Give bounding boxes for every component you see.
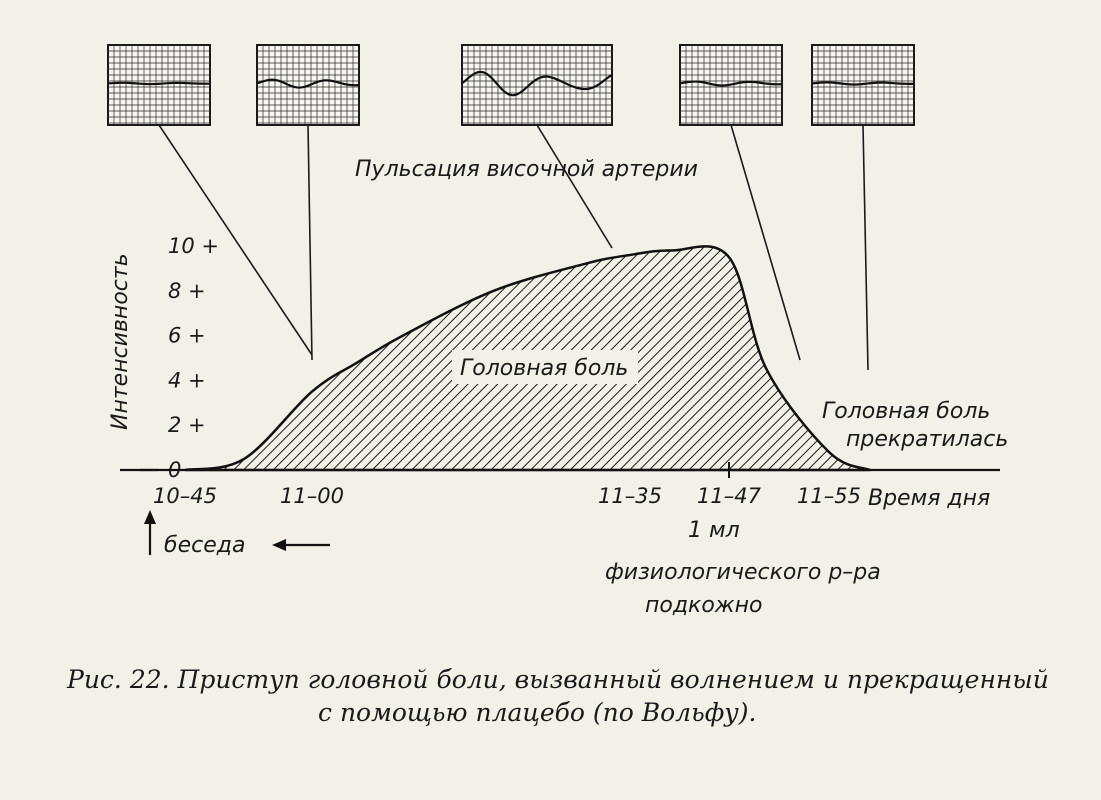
y-tick-label: 2 + xyxy=(168,413,206,437)
pulse-leader xyxy=(536,124,613,249)
y-tick-label: 8 + xyxy=(168,279,206,303)
talk-arrow-up xyxy=(144,510,156,555)
pulse-trace xyxy=(461,70,613,97)
y-tick-label: 10 + xyxy=(168,234,219,258)
caption-line2: с помощью плацебо (по Вольфу). xyxy=(318,698,756,727)
pulse-leader xyxy=(307,124,313,361)
pulse-panel xyxy=(107,44,211,126)
x-tick-label: 11–35 xyxy=(598,484,662,508)
headache-label: Головная боль xyxy=(460,356,628,381)
pulse-trace xyxy=(107,81,211,86)
caption-line1: Рис. 22. Приступ головной боли, вызванны… xyxy=(66,665,1049,694)
stopped-label-line2: прекратилась xyxy=(846,427,1008,452)
y-axis-label: Интенсивность xyxy=(108,253,133,430)
injection-label-line2: физиологического р–ра xyxy=(605,560,881,585)
pulse-panel xyxy=(679,44,783,126)
pulse-panels xyxy=(107,44,915,126)
pulse-panel xyxy=(461,44,613,126)
stopped-label-line1: Головная боль xyxy=(822,399,990,424)
x-tick-label: 10–45 xyxy=(153,484,217,508)
y-tick-label: 0 xyxy=(168,458,181,482)
injection-label-line3: подкожно xyxy=(645,593,762,618)
x-tick-label: 11–47 xyxy=(697,484,762,508)
x-axis-ticks: 10–45 11–00 11–35 11–47 11–55 xyxy=(153,484,861,508)
injection-label-line1: 1 мл xyxy=(688,518,740,543)
x-tick-label: 11–00 xyxy=(280,484,344,508)
x-axis-label: Время дня xyxy=(868,486,990,511)
y-tick-label: 6 + xyxy=(168,324,206,348)
pulse-panel xyxy=(811,44,915,126)
pulse-trace xyxy=(256,78,360,89)
panel-leader-lines xyxy=(158,124,869,371)
talk-label: беседа xyxy=(164,533,245,558)
pulse-trace xyxy=(679,80,783,87)
pulse-panel xyxy=(256,44,360,126)
pulse-leader xyxy=(158,124,313,356)
x-tick-label: 11–55 xyxy=(797,484,861,508)
pulse-leader xyxy=(862,124,869,371)
headache-label-bg xyxy=(452,350,638,384)
pulse-leader xyxy=(730,124,801,361)
y-axis-ticks: 0 2 + 4 + 6 + 8 + 10 + xyxy=(140,234,219,482)
y-tick-label: 4 + xyxy=(168,368,206,392)
talk-arrow-left xyxy=(272,539,330,551)
pulse-trace xyxy=(811,81,915,86)
pulse-label: Пульсация височной артерии xyxy=(355,157,698,182)
